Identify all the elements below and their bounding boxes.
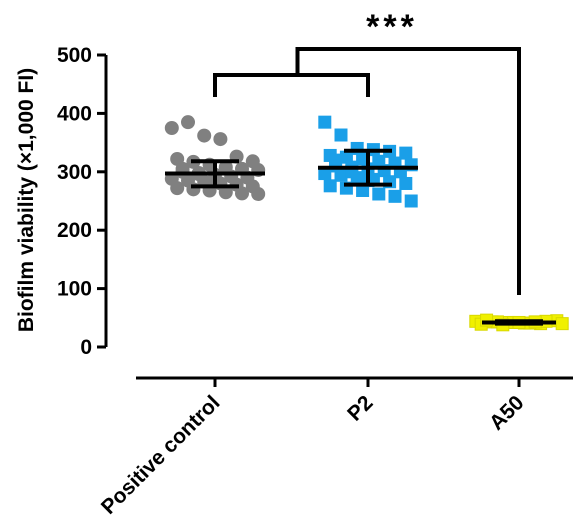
- y-tick-label: 0: [80, 336, 92, 359]
- data-point: [399, 146, 413, 160]
- data-point: [318, 167, 332, 181]
- data-point: [388, 189, 402, 203]
- data-point: [235, 186, 249, 201]
- data-marks: [164, 115, 569, 332]
- bracket-inner: [213, 73, 370, 97]
- axes: 0 100 200 300 400 500 Positive control P2 A50: [57, 44, 573, 519]
- data-point: [329, 153, 343, 167]
- data-point: [372, 187, 386, 201]
- data-point: [555, 317, 569, 331]
- data-point: [170, 181, 185, 196]
- y-axis-title: Biofilm viability (×1,000 FI): [15, 68, 38, 332]
- data-point: [404, 194, 418, 208]
- data-point: [356, 183, 370, 197]
- data-point: [356, 152, 370, 166]
- data-point: [399, 176, 413, 190]
- data-point: [197, 128, 212, 143]
- x-tick-label: P2: [343, 391, 377, 425]
- y-tick-label: 300: [57, 161, 92, 184]
- data-point: [181, 115, 195, 130]
- y-tick-label: 500: [57, 44, 92, 67]
- data-point: [251, 186, 266, 201]
- data-point: [339, 150, 353, 164]
- x-tick-label: A50: [485, 391, 529, 435]
- y-tick-label: 200: [57, 219, 92, 242]
- data-point: [334, 168, 348, 182]
- significance-bracket: ***: [213, 8, 521, 295]
- mean-error-bars: [165, 148, 556, 326]
- data-point: [218, 185, 233, 200]
- data-point: [334, 128, 348, 142]
- data-point: [318, 115, 332, 129]
- bracket-outer: [295, 47, 521, 295]
- x-tick-label: Positive control: [97, 391, 225, 519]
- data-point: [213, 132, 228, 147]
- data-point: [164, 121, 179, 135]
- significance-label: ***: [366, 8, 418, 46]
- y-tick-label: 100: [57, 278, 92, 301]
- y-tick-label: 400: [57, 102, 92, 125]
- data-point: [323, 179, 337, 193]
